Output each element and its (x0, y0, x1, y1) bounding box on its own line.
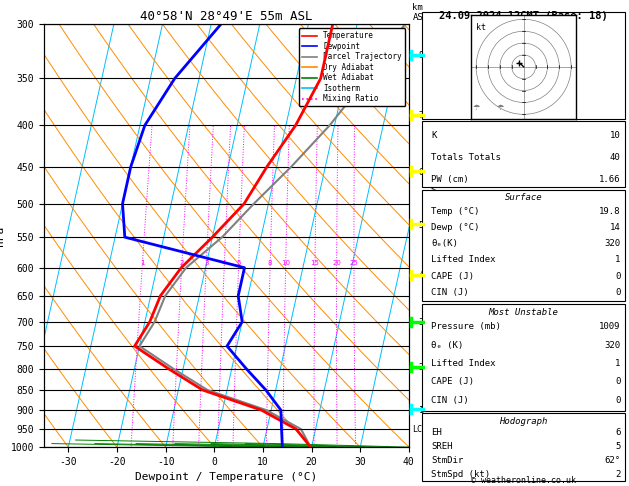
Text: Most Unstable: Most Unstable (489, 308, 559, 317)
Bar (423, 12, 625, 119)
Text: 8: 8 (268, 260, 272, 266)
Text: StmDir: StmDir (431, 456, 463, 465)
Text: 0: 0 (615, 272, 621, 280)
X-axis label: Dewpoint / Temperature (°C): Dewpoint / Temperature (°C) (135, 472, 318, 483)
Text: Lifted Index: Lifted Index (431, 255, 496, 264)
Text: CIN (J): CIN (J) (431, 396, 469, 405)
Text: 10: 10 (610, 131, 621, 140)
Text: CIN (J): CIN (J) (431, 288, 469, 297)
Legend: Temperature, Dewpoint, Parcel Trajectory, Dry Adiabat, Wet Adiabat, Isotherm, Mi: Temperature, Dewpoint, Parcel Trajectory… (299, 28, 405, 106)
Text: 0: 0 (615, 378, 621, 386)
Text: 5: 5 (237, 260, 241, 266)
Text: kt: kt (476, 23, 486, 32)
Text: 25: 25 (350, 260, 359, 266)
Text: © weatheronline.co.uk: © weatheronline.co.uk (471, 475, 576, 485)
Text: ☂: ☂ (472, 103, 480, 112)
Text: 20: 20 (332, 260, 341, 266)
Text: 0: 0 (615, 288, 621, 297)
Y-axis label: hPa: hPa (0, 226, 5, 246)
Bar (423, 190, 625, 301)
Text: 15: 15 (311, 260, 320, 266)
Text: 62°: 62° (604, 456, 621, 465)
Text: PW (cm): PW (cm) (431, 175, 469, 184)
Text: θₑ (K): θₑ (K) (431, 341, 463, 349)
Text: EH: EH (431, 428, 442, 437)
Text: Pressure (mb): Pressure (mb) (431, 322, 501, 331)
Text: 1009: 1009 (599, 322, 621, 331)
Text: 2: 2 (615, 469, 621, 479)
Text: 1: 1 (615, 359, 621, 368)
Text: 19.8: 19.8 (599, 207, 621, 216)
Text: Lifted Index: Lifted Index (431, 359, 496, 368)
Text: 320: 320 (604, 341, 621, 349)
Bar (423, 122, 625, 187)
Text: 40: 40 (610, 153, 621, 162)
Text: Dewp (°C): Dewp (°C) (431, 223, 479, 232)
Bar (423, 413, 625, 481)
Text: km
ASL: km ASL (413, 3, 428, 22)
Text: 2: 2 (179, 260, 184, 266)
Y-axis label: Mixing Ratio (g/kg): Mixing Ratio (g/kg) (426, 185, 435, 287)
Text: CAPE (J): CAPE (J) (431, 272, 474, 280)
Text: ☂: ☂ (496, 103, 504, 112)
Text: StmSpd (kt): StmSpd (kt) (431, 469, 490, 479)
Text: 1.66: 1.66 (599, 175, 621, 184)
Text: 1: 1 (615, 255, 621, 264)
Text: θₑ(K): θₑ(K) (431, 239, 458, 248)
Text: 5: 5 (615, 442, 621, 451)
Text: 14: 14 (610, 223, 621, 232)
Text: 3: 3 (204, 260, 208, 266)
Text: Hodograph: Hodograph (499, 417, 548, 426)
Text: 0: 0 (615, 396, 621, 405)
Title: 40°58'N 28°49'E 55m ASL: 40°58'N 28°49'E 55m ASL (140, 10, 313, 23)
Text: Surface: Surface (505, 193, 542, 203)
Text: 320: 320 (604, 239, 621, 248)
Bar (423, 304, 625, 411)
Text: K: K (431, 131, 437, 140)
Text: Totals Totals: Totals Totals (431, 153, 501, 162)
Text: LCL: LCL (413, 425, 428, 434)
Text: 6: 6 (615, 428, 621, 437)
Text: CAPE (J): CAPE (J) (431, 378, 474, 386)
Text: Temp (°C): Temp (°C) (431, 207, 479, 216)
Text: 4: 4 (222, 260, 226, 266)
Text: 10: 10 (281, 260, 290, 266)
Text: 24.09.2024 12GMT (Base: 18): 24.09.2024 12GMT (Base: 18) (439, 11, 608, 21)
Text: 1: 1 (140, 260, 145, 266)
Text: SREH: SREH (431, 442, 452, 451)
